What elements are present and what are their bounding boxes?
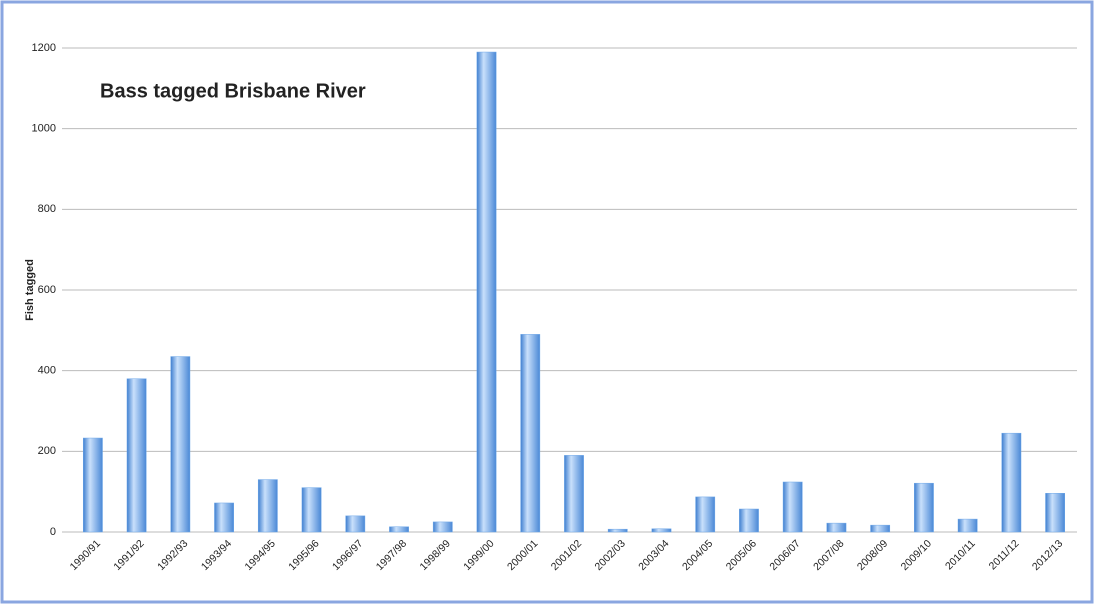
x-tick-label: 2006/07 — [767, 537, 802, 572]
chart-title: Bass tagged Brisbane River — [100, 80, 366, 102]
bar — [782, 481, 803, 533]
bar — [695, 496, 716, 533]
bar — [126, 378, 147, 533]
x-tick-label: 1994/95 — [243, 537, 278, 572]
x-tick-label: 2004/05 — [680, 537, 715, 572]
x-tick-label: 1998/99 — [418, 537, 453, 572]
x-tick-label: 2007/08 — [811, 537, 846, 572]
bar — [564, 455, 584, 533]
bar — [257, 479, 278, 533]
x-tick-label: 1993/94 — [199, 537, 234, 572]
x-tick-label: 2008/09 — [855, 537, 890, 572]
bar — [914, 482, 934, 533]
bar — [651, 528, 672, 533]
bar — [607, 528, 628, 533]
x-tick-label: 2009/10 — [899, 537, 934, 572]
y-tick-label: 1000 — [32, 123, 56, 135]
bar — [82, 437, 103, 533]
bar — [389, 526, 409, 533]
x-tick-label: 1992/93 — [155, 537, 190, 572]
x-tick-label: 1997/98 — [374, 537, 409, 572]
y-axis-label: Fish tagged — [24, 259, 36, 321]
x-tick-label: 2005/06 — [724, 537, 759, 572]
x-tick-label: 1990/91 — [68, 537, 103, 572]
bar — [432, 521, 453, 533]
x-tick-label: 1999/00 — [461, 537, 496, 572]
bar — [1001, 432, 1022, 533]
x-tick-label: 2010/11 — [943, 537, 978, 572]
y-tick-label: 1200 — [32, 42, 56, 54]
y-tick-label: 200 — [38, 445, 56, 457]
y-tick-label: 600 — [38, 284, 56, 296]
bar — [957, 518, 978, 533]
bar — [170, 356, 191, 533]
bar — [214, 502, 234, 533]
x-tick-label: 2012/13 — [1030, 537, 1065, 572]
bar — [476, 51, 497, 533]
x-tick-label: 2011/12 — [987, 537, 1022, 572]
bar — [870, 524, 891, 533]
y-tick-label: 0 — [50, 526, 56, 538]
bar — [301, 487, 322, 533]
x-tick-label: 2001/02 — [549, 537, 584, 572]
bar — [345, 515, 366, 533]
y-tick-label: 800 — [38, 203, 56, 215]
x-tick-label: 2002/03 — [592, 537, 627, 572]
x-tick-label: 1991/92 — [111, 537, 146, 572]
bar — [520, 334, 541, 533]
y-tick-label: 400 — [38, 365, 56, 377]
bar — [739, 508, 759, 533]
x-tick-label: 2000/01 — [505, 537, 540, 572]
x-tick-label: 1995/96 — [286, 537, 321, 572]
x-tick-label: 2003/04 — [636, 537, 671, 572]
bar — [826, 522, 847, 533]
x-tick-label: 1996/97 — [330, 537, 365, 572]
bar — [1045, 493, 1066, 533]
